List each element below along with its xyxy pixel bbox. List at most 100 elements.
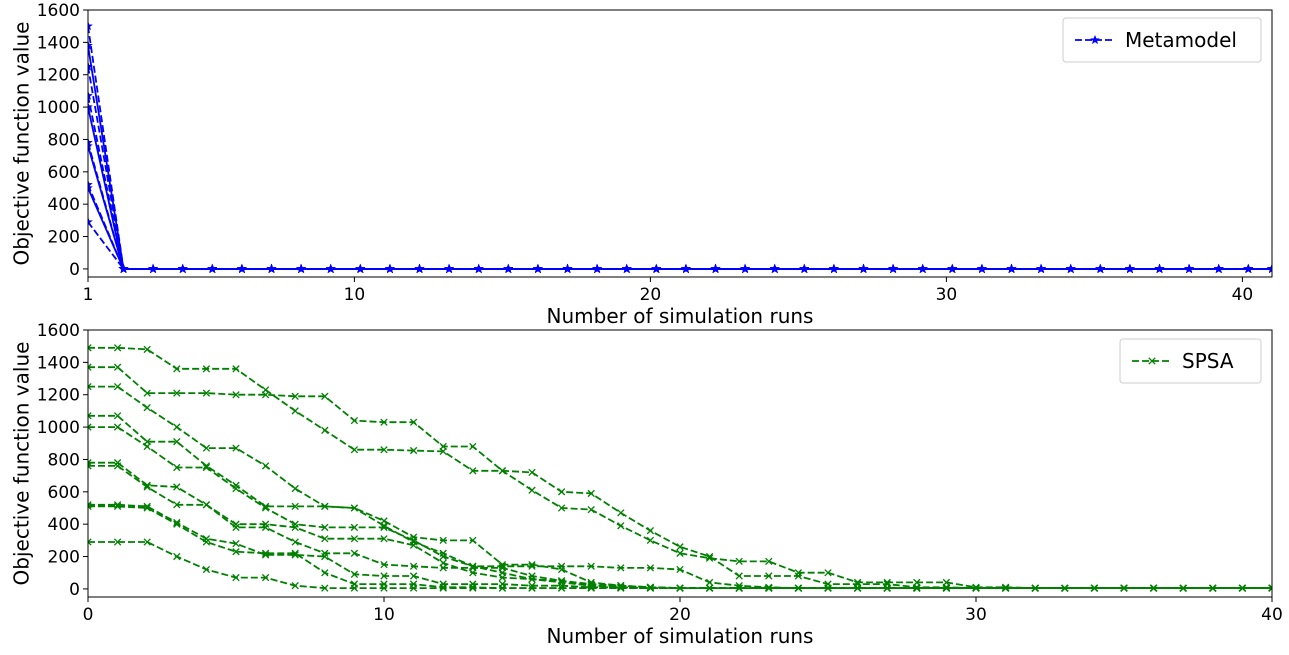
series-point <box>735 584 743 592</box>
metamodel-series-6 <box>88 137 1272 273</box>
series-point <box>113 538 122 546</box>
series-point <box>202 501 211 509</box>
series-point <box>557 565 566 574</box>
series-point <box>646 526 655 535</box>
series-line <box>88 45 1272 270</box>
series-point <box>587 584 595 592</box>
series-point <box>533 263 543 273</box>
series-point <box>261 462 270 470</box>
series-point <box>350 504 359 512</box>
series-point <box>528 560 536 569</box>
series-point <box>705 552 714 561</box>
y-tick-label: 1200 <box>37 386 80 406</box>
series-point <box>232 539 240 548</box>
series-point <box>291 523 299 532</box>
metamodel-series-3 <box>88 61 1272 273</box>
series-point <box>469 536 477 545</box>
series-line <box>88 414 1272 589</box>
series-point <box>143 538 151 546</box>
metamodel-series-5 <box>88 102 1272 273</box>
series-point <box>1179 584 1187 592</box>
series-point <box>587 562 595 570</box>
series-point <box>1213 263 1224 273</box>
series-point <box>232 548 240 556</box>
series-point <box>977 263 987 273</box>
spsa-series-10 <box>88 538 1272 592</box>
series-line <box>88 26 1272 270</box>
series-point <box>88 90 93 100</box>
series-point <box>355 263 366 273</box>
series-point <box>173 389 181 397</box>
spsa-legend-box <box>1119 338 1262 384</box>
series-point <box>942 584 951 592</box>
series-point <box>173 520 181 528</box>
series-point <box>439 536 447 545</box>
series-point <box>143 442 151 451</box>
series-point <box>498 573 507 582</box>
series-point <box>439 584 447 592</box>
metamodel-series-9 <box>88 183 1272 273</box>
series-point <box>1243 263 1254 273</box>
metamodel-legend: Metamodel <box>1062 17 1262 63</box>
series-point <box>232 573 240 582</box>
series-point <box>735 557 743 566</box>
series-point <box>617 584 625 592</box>
series-point <box>380 517 388 525</box>
metamodel-series-7 <box>88 140 1272 273</box>
series-point <box>350 549 359 557</box>
series-point <box>321 569 329 577</box>
series-point <box>1184 263 1194 273</box>
series-point <box>88 459 92 467</box>
series-point <box>824 569 832 577</box>
series-point <box>113 423 122 431</box>
series-point <box>380 560 388 569</box>
series-point <box>705 584 714 592</box>
series-point <box>646 564 655 572</box>
series-point <box>587 505 595 514</box>
series-point <box>291 538 299 546</box>
series-point <box>409 446 418 455</box>
series-point <box>232 444 240 452</box>
series-point <box>291 407 299 415</box>
series-point <box>173 463 181 472</box>
series-point <box>266 263 277 273</box>
series-point <box>947 263 958 273</box>
series-point <box>409 418 418 426</box>
series-point <box>1031 584 1039 592</box>
series-point <box>557 584 566 592</box>
series-point <box>380 584 388 592</box>
series-point <box>143 345 151 354</box>
series-point <box>528 572 536 580</box>
series-point <box>88 423 92 431</box>
series-point <box>143 404 151 412</box>
series-point <box>676 549 684 557</box>
series-point <box>646 584 655 592</box>
series-point <box>113 344 122 352</box>
y-tick-label: 1400 <box>37 353 80 373</box>
spsa-x-axis-label: Number of simulation runs <box>547 624 814 648</box>
y-tick-label: 200 <box>48 548 80 568</box>
x-tick-label: 30 <box>965 605 987 625</box>
series-point <box>1209 584 1217 592</box>
series-line <box>88 95 1272 270</box>
series-point <box>1065 263 1076 273</box>
series-point <box>617 522 625 530</box>
metamodel-legend-box <box>1062 17 1262 63</box>
spsa-series-4 <box>88 412 1272 592</box>
series-point <box>173 437 181 446</box>
series-point <box>291 549 299 557</box>
series-point <box>202 538 211 546</box>
series-point <box>883 584 891 592</box>
metamodel-series-10 <box>88 217 1272 273</box>
series-point <box>88 40 93 50</box>
series-line <box>88 66 1272 270</box>
series-point <box>409 562 418 570</box>
series-point <box>350 570 359 579</box>
series-point <box>498 467 507 475</box>
series-point <box>557 488 566 496</box>
series-line <box>88 346 1272 589</box>
y-tick-label: 800 <box>48 130 80 150</box>
series-point <box>321 535 329 543</box>
series-point <box>587 489 595 498</box>
